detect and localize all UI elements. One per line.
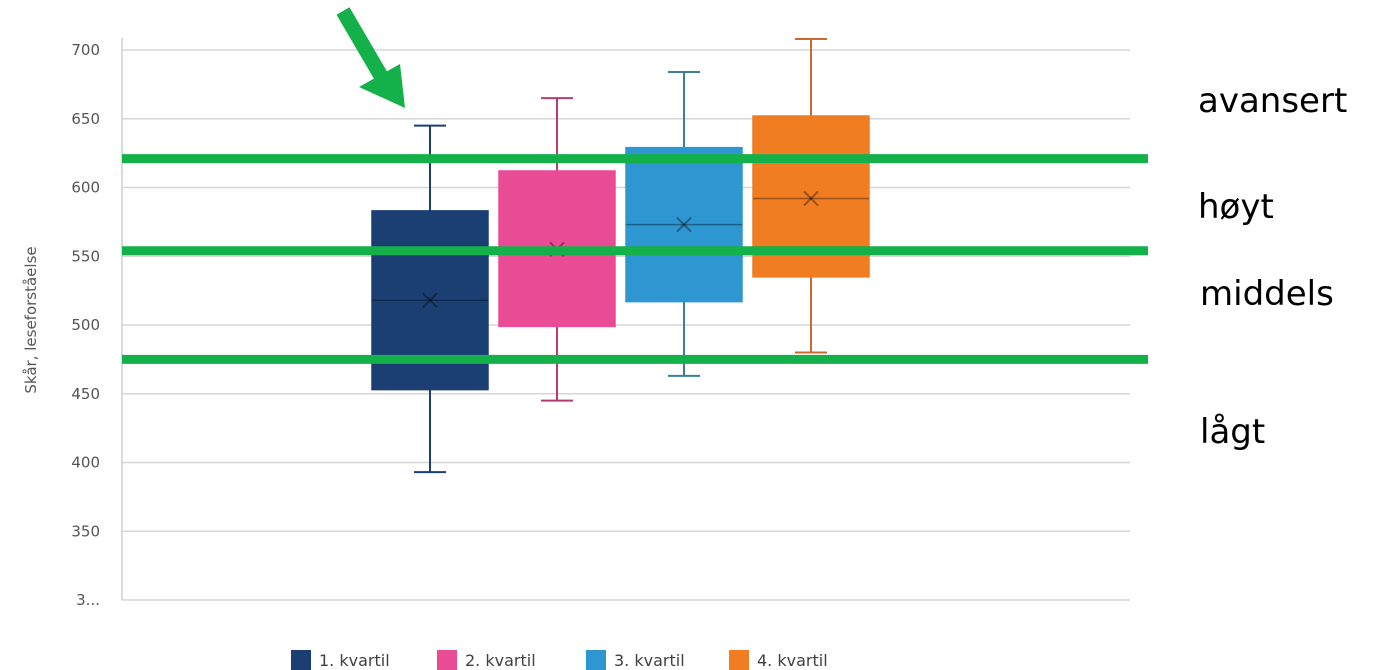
level-labels: avansert høyt middels lågt <box>1198 81 1347 452</box>
mean-marker <box>422 292 438 308</box>
box-1 <box>371 124 489 474</box>
gridlines <box>122 49 1130 601</box>
y-tick-label: 450 <box>71 385 100 403</box>
mean-marker <box>803 190 819 207</box>
y-tick-label: 3... <box>76 591 100 609</box>
legend-swatch <box>729 650 749 670</box>
y-tick-label: 500 <box>71 316 100 334</box>
level-label: lågt <box>1200 412 1265 452</box>
legend-label: 4. kvartil <box>757 651 828 670</box>
legend-label: 1. kvartil <box>319 651 390 670</box>
arrow-shaft <box>336 7 388 80</box>
legend-swatch <box>437 650 457 670</box>
pointer-arrow <box>336 7 405 108</box>
legend-swatch <box>291 650 311 670</box>
arrow-head <box>359 64 405 108</box>
mean-marker <box>676 216 692 233</box>
threshold-lines <box>122 154 1148 364</box>
y-tick-label: 550 <box>71 247 100 265</box>
level-label: middels <box>1200 274 1334 314</box>
box-3 <box>625 71 743 377</box>
mean-marker <box>422 292 438 308</box>
y-tick-label: 350 <box>71 522 100 540</box>
level-label: avansert <box>1198 81 1347 121</box>
legend-swatch <box>586 650 606 670</box>
legend-label: 2. kvartil <box>465 651 536 670</box>
legend: 1. kvartil 2. kvartil 3. kvartil 4. kvartil <box>291 650 828 670</box>
y-tick-label: 600 <box>71 179 100 197</box>
legend-label: 3. kvartil <box>614 651 685 670</box>
level-label: høyt <box>1198 187 1274 227</box>
box-4 <box>752 38 870 354</box>
y-axis-ticks: 700 650 600 550 500 450 400 350 3... <box>71 41 100 609</box>
y-tick-label: 700 <box>71 41 100 59</box>
y-axis-label: Skår, leseforståelse <box>22 246 40 393</box>
box-iqr <box>625 146 743 303</box>
y-tick-label: 400 <box>71 454 100 472</box>
mean-marker <box>803 190 819 207</box>
y-tick-label: 650 <box>71 110 100 128</box>
mean-marker <box>676 216 692 233</box>
